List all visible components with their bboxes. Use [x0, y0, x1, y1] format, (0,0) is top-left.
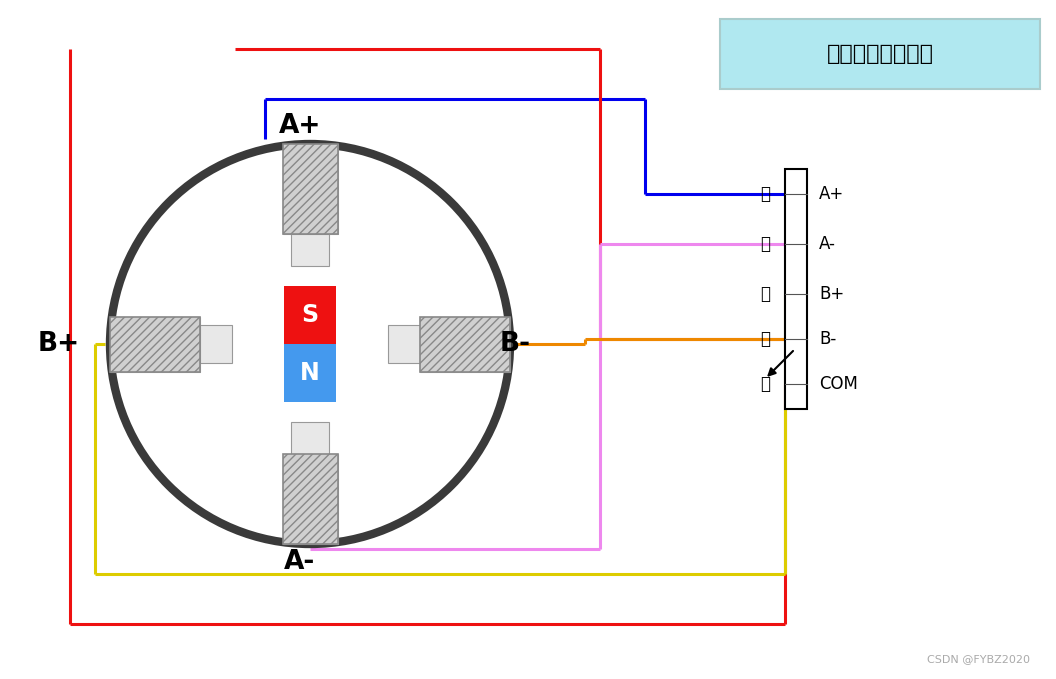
Polygon shape: [283, 454, 338, 544]
Text: 五线四相步进电机: 五线四相步进电机: [827, 44, 934, 64]
Bar: [200, 325, 232, 363]
Text: S: S: [301, 303, 319, 327]
Bar: [388, 325, 420, 363]
Polygon shape: [110, 316, 200, 371]
Bar: [291, 234, 329, 266]
Text: A+: A+: [819, 185, 844, 203]
Text: B+: B+: [38, 331, 80, 357]
Text: 蓝: 蓝: [760, 185, 770, 203]
Circle shape: [110, 144, 510, 544]
Polygon shape: [420, 316, 510, 371]
Text: 粉: 粉: [760, 235, 770, 253]
Text: A-: A-: [284, 549, 316, 575]
Text: B-: B-: [819, 330, 836, 348]
Text: B+: B+: [819, 285, 844, 303]
Text: B-: B-: [499, 331, 531, 357]
Text: COM: COM: [819, 375, 857, 393]
Bar: [785, 169, 807, 409]
Text: 红: 红: [760, 375, 770, 393]
Bar: [291, 422, 329, 454]
Text: N: N: [300, 361, 320, 385]
Text: 橙: 橙: [760, 330, 770, 348]
Polygon shape: [283, 144, 338, 234]
Bar: [284, 286, 336, 344]
Text: CSDN @FYBZ2020: CSDN @FYBZ2020: [927, 654, 1030, 664]
Text: A-: A-: [819, 235, 836, 253]
Bar: [720, 19, 1040, 89]
Text: 黄: 黄: [760, 285, 770, 303]
Text: A+: A+: [279, 113, 321, 139]
Bar: [284, 344, 336, 402]
